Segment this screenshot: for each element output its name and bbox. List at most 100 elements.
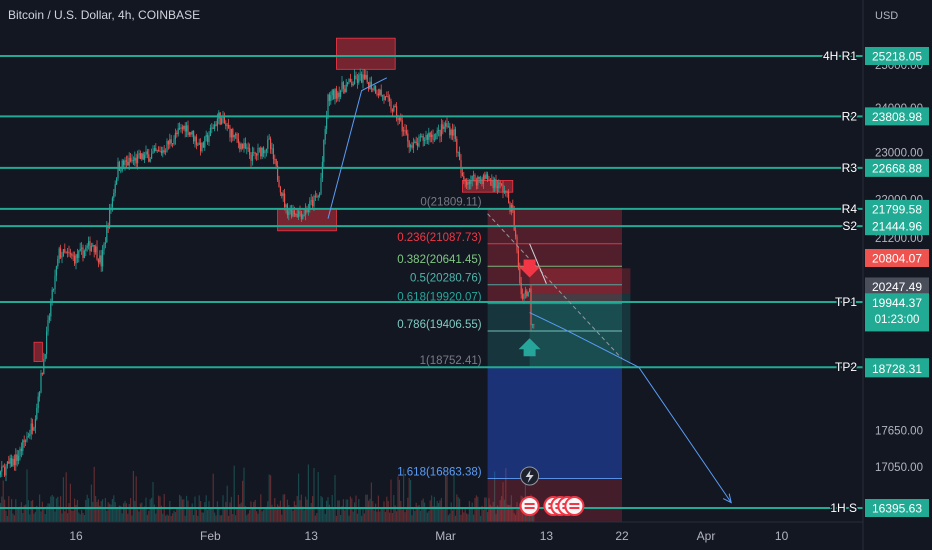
stop-zone bbox=[487, 208, 622, 304]
volume-bar bbox=[209, 508, 211, 522]
candle-body bbox=[82, 247, 84, 258]
volume-bar bbox=[347, 499, 349, 522]
volume-bar bbox=[13, 515, 15, 522]
volume-bar bbox=[383, 501, 385, 522]
volume-bar bbox=[81, 509, 83, 522]
volume-bar bbox=[170, 515, 172, 522]
volume-bar bbox=[263, 509, 265, 522]
candle-body bbox=[454, 129, 456, 139]
level-price-tag: 21444.96 bbox=[872, 220, 922, 234]
volume-bar bbox=[470, 507, 472, 522]
candle-body bbox=[104, 242, 106, 245]
volume-bar bbox=[440, 497, 442, 522]
volume-bar bbox=[219, 515, 221, 522]
volume-bar bbox=[319, 507, 321, 522]
candle-body bbox=[302, 215, 304, 220]
candle-body bbox=[530, 288, 532, 326]
volume-bar bbox=[285, 506, 287, 522]
candle-body bbox=[221, 118, 223, 125]
candle-body bbox=[61, 256, 63, 258]
candle-body bbox=[368, 82, 370, 90]
candle-body bbox=[114, 184, 116, 193]
candle-body bbox=[327, 94, 329, 116]
us-flag-event-icon bbox=[564, 496, 585, 516]
level-price-tag-box bbox=[865, 158, 929, 177]
candle-body bbox=[250, 154, 252, 161]
candle-body bbox=[214, 124, 216, 129]
candle-body bbox=[74, 255, 76, 264]
volume-bar bbox=[401, 509, 403, 522]
candle-body bbox=[331, 90, 333, 96]
candle-body bbox=[201, 142, 203, 152]
volume-bar bbox=[359, 508, 361, 522]
volume-bar bbox=[317, 472, 319, 522]
candle-body bbox=[99, 255, 101, 263]
candle-body bbox=[432, 134, 434, 140]
candle-body bbox=[137, 154, 139, 164]
volume-bar bbox=[41, 501, 43, 522]
candle-body bbox=[377, 93, 379, 95]
candle-body bbox=[160, 151, 162, 154]
candle-body bbox=[512, 205, 514, 211]
fib-level-label: 0.236(21087.73) bbox=[397, 232, 482, 244]
volume-bar bbox=[394, 505, 396, 522]
flag-stripe bbox=[569, 503, 580, 505]
level-price-tag-box bbox=[865, 107, 929, 126]
candle-body bbox=[310, 200, 312, 202]
candle-body bbox=[424, 140, 426, 142]
volume-bar bbox=[491, 506, 493, 522]
candle-body bbox=[216, 118, 218, 126]
candle-body bbox=[229, 127, 231, 138]
candle-body bbox=[113, 192, 115, 198]
candle-body bbox=[498, 182, 500, 189]
candle-body bbox=[235, 133, 237, 136]
volume-bar bbox=[65, 472, 67, 522]
volume-bar bbox=[78, 512, 80, 522]
volume-bar bbox=[97, 499, 99, 522]
candle-body bbox=[180, 127, 182, 129]
candle-body bbox=[26, 436, 28, 441]
candle-body bbox=[526, 290, 528, 296]
volume-bar bbox=[517, 508, 519, 522]
candle-body bbox=[202, 142, 204, 148]
volume-bar bbox=[512, 508, 514, 522]
price-axis bbox=[863, 0, 932, 550]
volume-bar bbox=[484, 497, 486, 522]
volume-bar bbox=[207, 509, 209, 522]
volume-bar bbox=[88, 498, 90, 522]
volume-bar bbox=[240, 502, 242, 522]
candle-body bbox=[461, 172, 463, 177]
volume-bar bbox=[132, 471, 134, 522]
volume-bar bbox=[44, 513, 46, 522]
candle-body bbox=[48, 316, 50, 321]
candle-body bbox=[65, 252, 67, 254]
candle-body bbox=[96, 246, 98, 260]
volume-bar bbox=[146, 514, 148, 522]
volume-bar bbox=[473, 514, 475, 522]
candle-body bbox=[30, 423, 32, 434]
volume-bar bbox=[233, 465, 235, 522]
volume-bar bbox=[4, 499, 6, 522]
volume-bar bbox=[55, 498, 57, 522]
candle-body bbox=[177, 128, 179, 134]
volume-bar bbox=[226, 485, 228, 522]
candle-body bbox=[313, 195, 315, 207]
volume-bar bbox=[244, 506, 246, 522]
candle-body bbox=[508, 192, 510, 203]
volume-bar bbox=[405, 509, 407, 522]
drawings-layer bbox=[327, 77, 732, 516]
level-name: R2 bbox=[842, 109, 858, 123]
candle-body bbox=[373, 85, 375, 90]
volume-bar bbox=[71, 510, 73, 522]
level-price-tag: 22668.88 bbox=[872, 161, 922, 175]
volume-bar bbox=[239, 504, 241, 522]
extension-zone bbox=[487, 366, 622, 479]
volume-bar bbox=[292, 510, 294, 522]
volume-bar bbox=[153, 504, 155, 522]
volume-bar bbox=[102, 499, 104, 522]
volume-bar bbox=[67, 513, 69, 522]
candle-body bbox=[523, 293, 525, 299]
candle-body bbox=[282, 193, 284, 196]
